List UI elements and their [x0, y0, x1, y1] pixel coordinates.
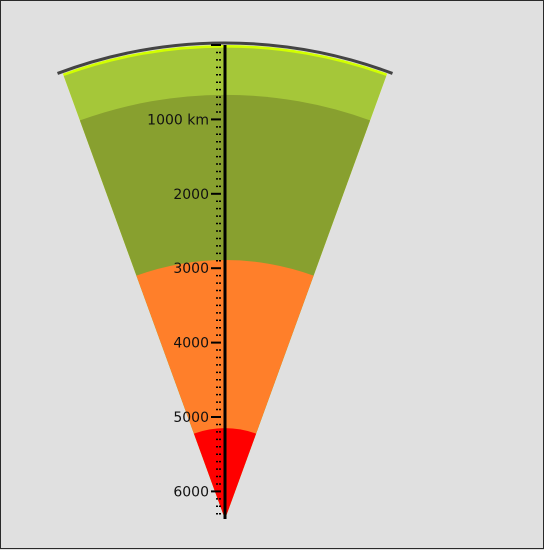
depth-scale-ticks: [211, 44, 221, 515]
depth-label-3000: 3000: [173, 261, 209, 277]
depth-label-1000: 1000 km: [147, 112, 209, 128]
earth-surface-outline: [56, 41, 394, 75]
depth-label-4000: 4000: [173, 336, 209, 352]
depth-label-6000: 6000: [173, 484, 209, 500]
depth-label-5000: 5000: [173, 410, 209, 426]
depth-scale-labels: 1000 km 2000 3000 4000 5000 6000: [147, 112, 209, 500]
depth-label-2000: 2000: [173, 187, 209, 203]
